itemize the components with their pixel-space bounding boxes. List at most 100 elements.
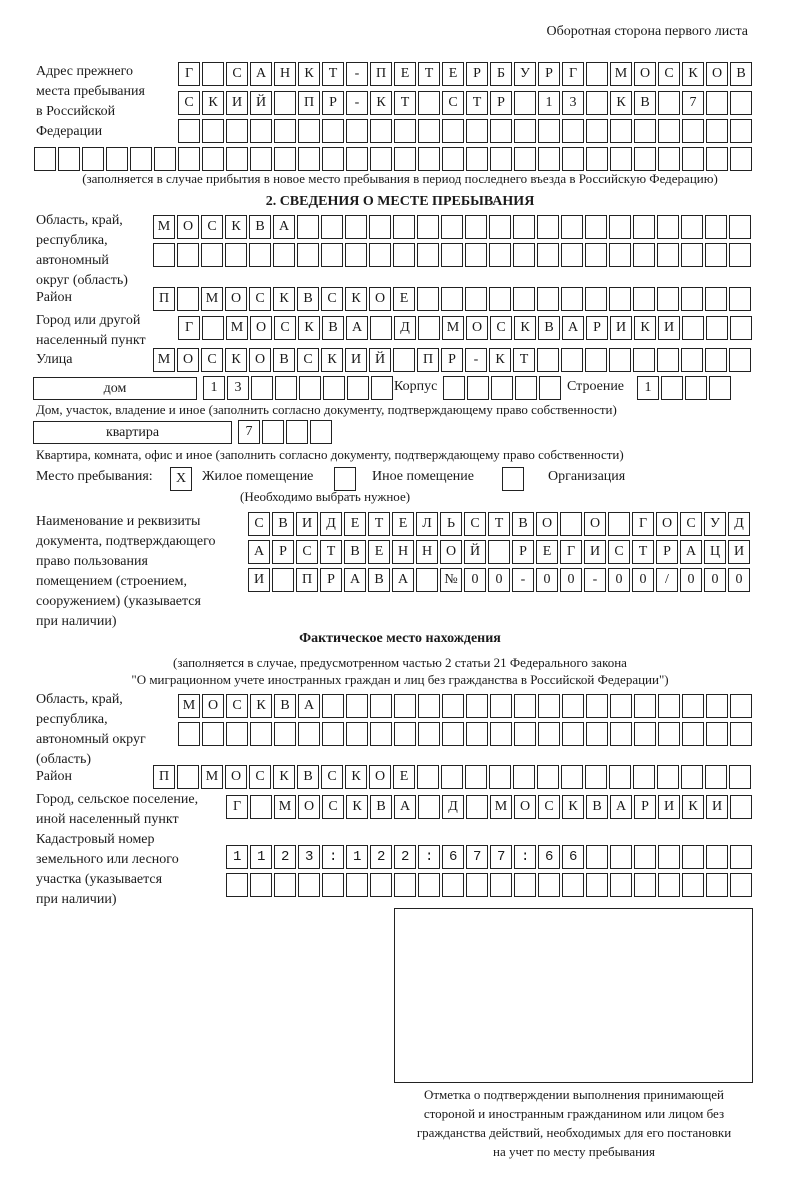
char-cell[interactable]: С bbox=[608, 540, 630, 564]
char-cell[interactable] bbox=[490, 694, 512, 718]
char-cell[interactable] bbox=[489, 287, 511, 311]
char-cell[interactable] bbox=[262, 420, 284, 444]
char-cell[interactable] bbox=[346, 119, 368, 143]
char-cell[interactable] bbox=[321, 243, 343, 267]
char-cell[interactable]: Д bbox=[728, 512, 750, 536]
char-cell[interactable]: 0 bbox=[560, 568, 582, 592]
char-cell[interactable]: М bbox=[226, 316, 248, 340]
char-cell[interactable]: О bbox=[440, 540, 462, 564]
char-cell[interactable]: Р bbox=[441, 348, 463, 372]
char-cell[interactable]: Р bbox=[634, 795, 656, 819]
char-cell[interactable] bbox=[346, 722, 368, 746]
char-cell[interactable]: Й bbox=[250, 91, 272, 115]
char-cell[interactable] bbox=[322, 873, 344, 897]
char-cell[interactable] bbox=[490, 147, 512, 171]
char-cell[interactable] bbox=[393, 215, 415, 239]
char-cell[interactable] bbox=[82, 147, 104, 171]
char-cell[interactable]: В bbox=[273, 348, 295, 372]
char-cell[interactable]: С bbox=[249, 765, 271, 789]
char-cell[interactable] bbox=[418, 147, 440, 171]
char-cell[interactable] bbox=[681, 765, 703, 789]
char-cell[interactable] bbox=[658, 694, 680, 718]
char-cell[interactable] bbox=[345, 243, 367, 267]
char-cell[interactable]: Т bbox=[394, 91, 416, 115]
char-cell[interactable]: Е bbox=[368, 540, 390, 564]
char-cell[interactable] bbox=[537, 287, 559, 311]
char-cell[interactable] bbox=[610, 147, 632, 171]
char-cell[interactable] bbox=[730, 873, 752, 897]
char-cell[interactable] bbox=[441, 765, 463, 789]
char-cell[interactable] bbox=[610, 845, 632, 869]
char-cell[interactable]: К bbox=[514, 316, 536, 340]
char-cell[interactable]: К bbox=[562, 795, 584, 819]
char-cell[interactable]: Е bbox=[394, 62, 416, 86]
char-cell[interactable] bbox=[297, 243, 319, 267]
char-cell[interactable] bbox=[730, 147, 752, 171]
char-cell[interactable] bbox=[418, 845, 440, 869]
char-cell[interactable] bbox=[418, 119, 440, 143]
char-cell[interactable]: О bbox=[584, 512, 606, 536]
char-cell[interactable]: В bbox=[272, 512, 294, 536]
char-cell[interactable] bbox=[441, 215, 463, 239]
char-cell[interactable] bbox=[729, 215, 751, 239]
char-cell[interactable] bbox=[633, 348, 655, 372]
char-cell[interactable]: С bbox=[249, 287, 271, 311]
char-cell[interactable] bbox=[488, 540, 510, 564]
char-cell[interactable] bbox=[586, 91, 608, 115]
char-cell[interactable] bbox=[394, 722, 416, 746]
char-cell[interactable]: И bbox=[345, 348, 367, 372]
char-cell[interactable]: Д bbox=[394, 316, 416, 340]
char-cell[interactable]: Р bbox=[656, 540, 678, 564]
char-cell[interactable] bbox=[322, 694, 344, 718]
char-cell[interactable] bbox=[322, 845, 344, 869]
char-cell[interactable]: А bbox=[250, 62, 272, 86]
char-cell[interactable]: В bbox=[370, 795, 392, 819]
char-cell[interactable] bbox=[441, 287, 463, 311]
char-cell[interactable]: К bbox=[273, 765, 295, 789]
char-cell[interactable] bbox=[633, 287, 655, 311]
char-cell[interactable] bbox=[322, 147, 344, 171]
char-cell[interactable]: А bbox=[273, 215, 295, 239]
char-cell[interactable] bbox=[657, 348, 679, 372]
char-cell[interactable]: В bbox=[730, 62, 752, 86]
char-cell[interactable]: Г bbox=[562, 62, 584, 86]
char-cell[interactable] bbox=[442, 147, 464, 171]
char-cell[interactable] bbox=[681, 348, 703, 372]
char-cell[interactable]: Р bbox=[490, 91, 512, 115]
char-cell[interactable]: А bbox=[346, 316, 368, 340]
char-cell[interactable] bbox=[705, 348, 727, 372]
char-cell[interactable] bbox=[658, 91, 680, 115]
char-cell[interactable]: С bbox=[296, 540, 318, 564]
char-cell[interactable]: А bbox=[392, 568, 414, 592]
char-cell[interactable] bbox=[706, 119, 728, 143]
char-cell[interactable] bbox=[465, 215, 487, 239]
char-cell[interactable] bbox=[130, 147, 152, 171]
char-cell[interactable] bbox=[393, 348, 415, 372]
char-cell[interactable] bbox=[465, 765, 487, 789]
char-cell[interactable]: С bbox=[201, 215, 223, 239]
char-cell[interactable] bbox=[561, 287, 583, 311]
char-cell[interactable]: Р bbox=[322, 91, 344, 115]
char-cell[interactable]: 3 bbox=[227, 376, 249, 400]
char-cell[interactable]: Т bbox=[368, 512, 390, 536]
char-cell[interactable]: С bbox=[538, 795, 560, 819]
char-cell[interactable] bbox=[298, 845, 320, 869]
char-cell[interactable] bbox=[661, 376, 683, 400]
char-cell[interactable]: Н bbox=[416, 540, 438, 564]
char-cell[interactable]: В bbox=[344, 540, 366, 564]
char-cell[interactable]: 0 bbox=[608, 568, 630, 592]
char-cell[interactable]: Е bbox=[344, 512, 366, 536]
char-cell[interactable]: Е bbox=[392, 512, 414, 536]
char-cell[interactable] bbox=[489, 765, 511, 789]
char-cell[interactable] bbox=[609, 243, 631, 267]
char-cell[interactable] bbox=[537, 348, 559, 372]
char-cell[interactable]: 1 bbox=[637, 376, 659, 400]
char-cell[interactable] bbox=[273, 243, 295, 267]
char-cell[interactable] bbox=[609, 765, 631, 789]
char-cell[interactable] bbox=[658, 119, 680, 143]
char-cell[interactable]: П bbox=[417, 348, 439, 372]
char-cell[interactable] bbox=[537, 765, 559, 789]
char-cell[interactable] bbox=[249, 243, 271, 267]
char-cell[interactable]: К bbox=[345, 287, 367, 311]
char-cell[interactable] bbox=[370, 722, 392, 746]
